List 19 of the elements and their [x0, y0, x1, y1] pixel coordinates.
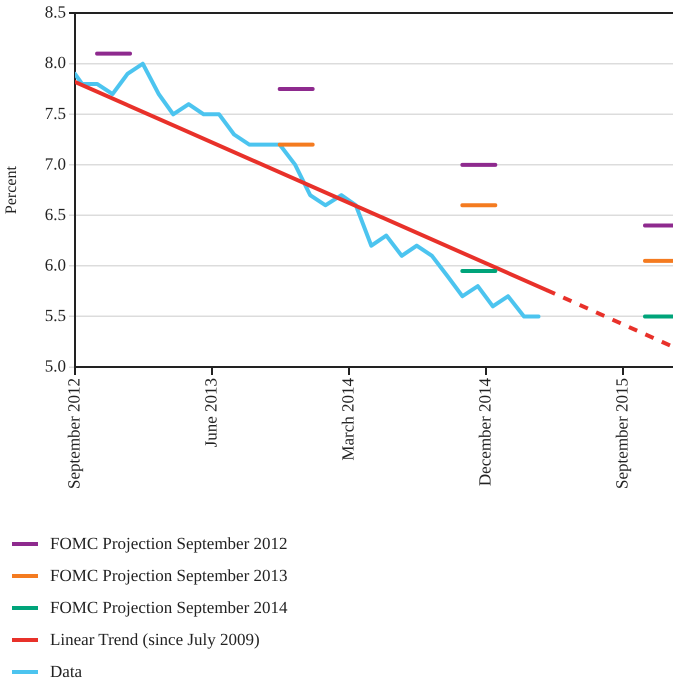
y-tick-label: 8.5: [44, 2, 66, 22]
legend-label: FOMC Projection September 2013: [50, 566, 288, 586]
x-tick-label: December 2014: [475, 378, 494, 486]
legend-label: FOMC Projection September 2012: [50, 534, 288, 554]
y-tick-label: 5.5: [44, 306, 66, 325]
y-axis-title: Percent: [2, 166, 20, 214]
y-tick-label: 8.0: [44, 53, 66, 72]
legend-label: Data: [50, 662, 82, 682]
x-tick-label: September 2015: [612, 378, 632, 489]
y-tick-label: 6.5: [44, 204, 66, 224]
legend-label: FOMC Projection September 2014: [50, 598, 288, 618]
y-tick-label: 7.0: [44, 154, 66, 174]
x-tick-label: March 2014: [338, 378, 358, 461]
y-tick-label: 7.5: [44, 104, 66, 123]
x-tick-label: June 2013: [201, 378, 220, 448]
y-tick-label: 6.0: [44, 255, 66, 274]
y-tick-label: 5.0: [44, 356, 66, 376]
legend-label: Linear Trend (since July 2009): [50, 630, 260, 650]
x-tick-label: September 2012: [64, 378, 84, 489]
